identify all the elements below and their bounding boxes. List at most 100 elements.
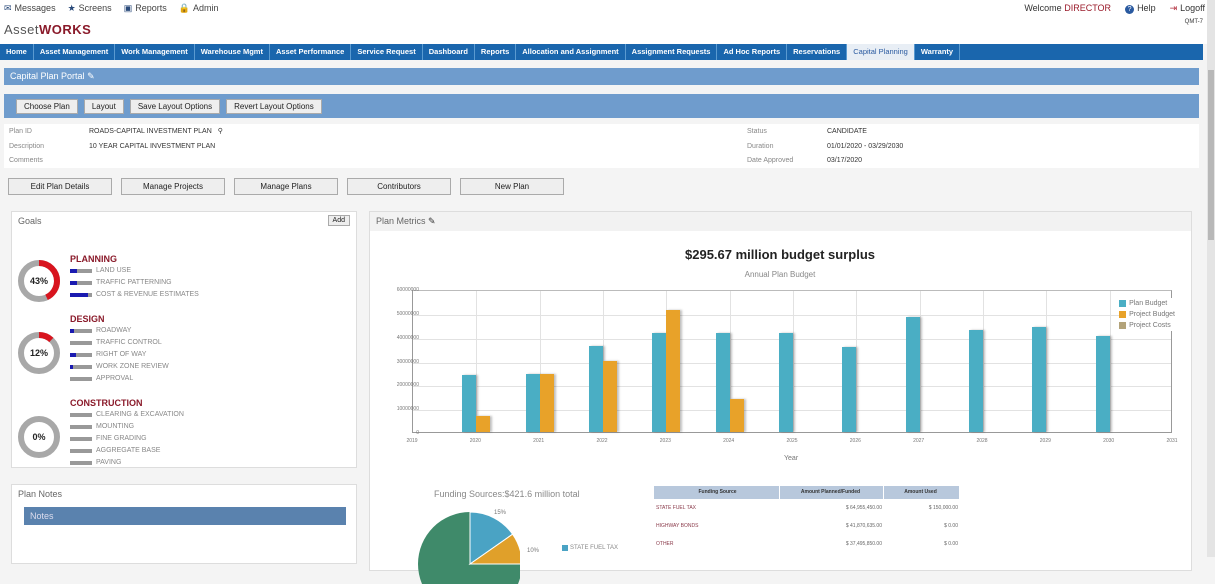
help-link[interactable]: ? Help — [1125, 3, 1156, 14]
choose-plan-button[interactable]: Choose Plan — [16, 98, 78, 114]
x-tick: 2019 — [406, 438, 418, 444]
bar-project-budget-2020[interactable] — [476, 416, 491, 432]
bar-plan-budget-2020[interactable] — [462, 374, 477, 432]
goal-item[interactable]: FINE GRADING — [70, 435, 147, 442]
bar-project-budget-2024[interactable] — [729, 399, 744, 432]
bar-plan-budget-2027[interactable] — [905, 317, 920, 432]
legend-item-project-costs[interactable]: Project Costs — [1119, 320, 1175, 331]
goal-item[interactable]: LAND USE — [70, 267, 131, 274]
edit-pencil-icon[interactable]: ✎ — [428, 216, 436, 226]
goal-name[interactable]: PLANNING — [70, 254, 117, 264]
goal-item[interactable]: RIGHT OF WAY — [70, 351, 146, 358]
welcome-text: Welcome DIRECTOR — [1024, 3, 1112, 13]
portal-title: Capital Plan Portal — [10, 71, 85, 81]
goal-item-progress-bar — [70, 436, 92, 441]
bar-plan-budget-2026[interactable] — [842, 347, 857, 432]
goal-item-progress-bar — [70, 328, 92, 333]
edit-plan-details-button[interactable]: Edit Plan Details — [8, 178, 112, 195]
bar-plan-budget-2022[interactable] — [589, 346, 603, 432]
top-link-admin[interactable]: 🔒 Admin — [178, 3, 219, 13]
plan-notes-title: Plan Notes — [18, 489, 63, 499]
table-row[interactable]: HIGHWAY BONDS $ 41,870,635.00 $ 0.00 — [654, 517, 960, 535]
nav-tab-reports[interactable]: Reports — [475, 44, 517, 60]
top-link-reports[interactable]: ▣ Reports — [123, 3, 167, 13]
nav-tab-allocation-and-assignment[interactable]: Allocation and Assignment — [516, 44, 626, 60]
table-cell: OTHER — [656, 541, 674, 547]
date-approved-value: 03/17/2020 — [827, 157, 863, 164]
bar-plan-budget-2023[interactable] — [652, 332, 667, 432]
goal-item[interactable]: AGGREGATE BASE — [70, 447, 160, 454]
nav-tab-capital-planning[interactable]: Capital Planning — [847, 44, 915, 60]
column-header[interactable]: Funding Source — [654, 486, 780, 499]
table-cell: HIGHWAY BONDS — [656, 523, 699, 529]
nav-tab-asset-performance[interactable]: Asset Performance — [270, 44, 352, 60]
nav-tab-dashboard[interactable]: Dashboard — [423, 44, 475, 60]
table-row[interactable]: OTHER $ 37,495,850.00 $ 0.00 — [654, 535, 960, 553]
bar-project-budget-2021[interactable] — [539, 373, 554, 432]
search-icon[interactable]: ⚲ — [217, 128, 223, 135]
nav-tab-work-management[interactable]: Work Management — [115, 44, 195, 60]
chart-legend: Plan Budget Project Budget Project Costs — [1119, 298, 1175, 331]
table-row[interactable]: STATE FUEL TAX $ 64,955,450.00 $ 150,000.0… — [654, 499, 960, 517]
x-tick: 2025 — [786, 438, 798, 444]
bar-plan-budget-2029[interactable] — [1032, 326, 1047, 432]
column-header[interactable]: Amount Planned/Funded — [780, 486, 884, 499]
goal-name[interactable]: CONSTRUCTION — [70, 398, 143, 408]
lock-icon: 🔒 — [178, 3, 190, 13]
goal-name[interactable]: DESIGN — [70, 314, 105, 324]
legend-swatch — [1119, 322, 1127, 329]
legend-item-project-budget[interactable]: Project Budget — [1119, 309, 1175, 320]
portal-title-bar: Capital Plan Portal ✎ — [4, 68, 1199, 85]
revert-layout-button[interactable]: Revert Layout Options — [226, 98, 322, 114]
add-goal-button[interactable]: Add — [327, 215, 350, 226]
goal-item[interactable]: PAVING — [70, 459, 121, 466]
manage-plans-button[interactable]: Manage Plans — [234, 178, 338, 195]
nav-tab-warranty[interactable]: Warranty — [915, 44, 961, 60]
goal-item[interactable]: TRAFFIC CONTROL — [70, 339, 162, 346]
goal-item[interactable]: TRAFFIC PATTERNING — [70, 279, 172, 286]
portal-toolbar: Choose Plan Layout Save Layout Options R… — [4, 94, 1199, 118]
nav-tab-ad-hoc-reports[interactable]: Ad Hoc Reports — [717, 44, 788, 60]
bar-project-budget-2023[interactable] — [666, 309, 681, 432]
nav-tab-warehouse-mgmt[interactable]: Warehouse Mgmt — [195, 44, 270, 60]
goal-item-progress-bar — [70, 364, 92, 369]
goal-item[interactable]: COST & REVENUE ESTIMATES — [70, 291, 199, 298]
column-header[interactable]: Amount Used — [884, 486, 960, 499]
bar-plan-budget-2030[interactable] — [1095, 336, 1110, 432]
goal-item[interactable]: CLEARING & EXCAVATION — [70, 411, 184, 418]
new-plan-button[interactable]: New Plan — [460, 178, 564, 195]
legend-item-plan-budget[interactable]: Plan Budget — [1119, 298, 1175, 309]
funding-table: Funding Source Amount Planned/Funded Amoun… — [654, 486, 960, 553]
envelope-icon: ✉ — [4, 3, 12, 13]
bar-project-budget-2022[interactable] — [603, 361, 617, 432]
edit-pencil-icon[interactable]: ✎ — [87, 71, 95, 81]
save-layout-button[interactable]: Save Layout Options — [129, 98, 221, 114]
manage-projects-button[interactable]: Manage Projects — [121, 178, 225, 195]
nav-tab-reservations[interactable]: Reservations — [787, 44, 848, 60]
bar-plan-budget-2025[interactable] — [779, 332, 793, 432]
top-link-screens[interactable]: ★ Screens — [67, 3, 112, 13]
top-link-messages[interactable]: ✉ Messages — [4, 3, 56, 13]
nav-tab-assignment-requests[interactable]: Assignment Requests — [626, 44, 718, 60]
nav-tab-home[interactable]: Home — [0, 44, 34, 60]
nav-tab-service-request[interactable]: Service Request — [351, 44, 423, 60]
goal-item[interactable]: MOUNTING — [70, 423, 134, 430]
pie-legend-state-fuel-tax[interactable]: STATE FUEL TAX — [562, 545, 618, 551]
y-tick: 60000000 — [396, 287, 419, 293]
scrollbar-thumb[interactable] — [1208, 70, 1214, 240]
goal-item[interactable]: WORK ZONE REVIEW — [70, 363, 169, 370]
x-tick: 2029 — [1039, 438, 1051, 444]
bar-plan-budget-2021[interactable] — [525, 373, 540, 432]
user-area: Welcome DIRECTOR ? Help ⇥ Logoff — [1024, 3, 1205, 14]
goal-item-progress-bar — [70, 424, 92, 429]
contributors-button[interactable]: Contributors — [347, 178, 451, 195]
nav-tab-asset-management[interactable]: Asset Management — [34, 44, 116, 60]
layout-button[interactable]: Layout — [83, 98, 124, 114]
bar-plan-budget-2028[interactable] — [969, 329, 983, 432]
plan-metrics-panel: Plan Metrics ✎ $295.67 million budget su… — [369, 211, 1192, 584]
goal-item[interactable]: APPROVAL — [70, 375, 133, 382]
page-scrollbar[interactable] — [1207, 0, 1215, 557]
goal-item[interactable]: ROADWAY — [70, 327, 131, 334]
logoff-link[interactable]: ⇥ Logoff — [1169, 3, 1205, 13]
bar-plan-budget-2024[interactable] — [715, 333, 730, 432]
